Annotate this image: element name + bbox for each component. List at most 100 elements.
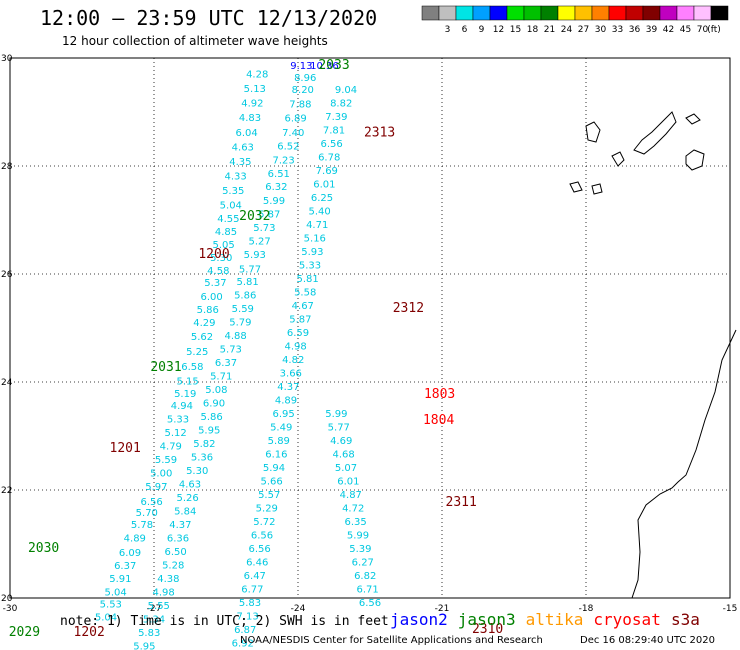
legend-label: 15: [510, 25, 521, 35]
wave-height-point: 6.52: [277, 141, 299, 152]
legend-swatch: [693, 5, 712, 21]
wave-height-point: 9.13: [290, 61, 312, 72]
wave-height-point: 5.73: [220, 344, 242, 355]
wave-height-point: 5.26: [176, 493, 198, 504]
wave-height-point: 4.63: [179, 479, 201, 490]
color-legend: 3 6 9 12 15 18 21 24 27 30 33 36 39 42 45 70(ft): [421, 5, 729, 35]
pass-time-label: 2032: [239, 209, 270, 224]
wave-height-point: 6.56: [320, 139, 342, 150]
legend-label: 39: [646, 25, 658, 35]
wave-height-point: 5.77: [239, 264, 261, 275]
wave-height-point: 6.32: [265, 182, 287, 193]
wave-height-point: 6.51: [268, 169, 290, 180]
wave-height-point: 4.85: [215, 227, 237, 238]
wave-height-point: 5.81: [296, 274, 318, 285]
legend-swatch: [455, 5, 474, 21]
legend-label: 45: [680, 25, 691, 35]
wave-height-point: 5.99: [263, 196, 285, 207]
legend-swatch: [574, 5, 593, 21]
wave-height-point: 5.99: [325, 409, 347, 420]
x-tick-label: -15: [723, 604, 738, 614]
wave-height-point: 5.79: [229, 317, 251, 328]
wave-height-point: 6.00: [200, 292, 222, 303]
legend-swatch: [540, 5, 559, 21]
wave-height-point: 4.63: [232, 142, 254, 153]
wave-height-point: 4.55: [217, 214, 239, 225]
pass-time-label: 2031: [150, 360, 181, 375]
wave-height-point: 5.93: [244, 250, 266, 261]
wave-height-point: 5.82: [193, 439, 215, 450]
wave-height-point: 7.39: [325, 112, 347, 123]
wave-height-point: 4.92: [241, 99, 263, 110]
satellite-key-jason2: jason2: [390, 610, 448, 629]
wave-height-point: 7.23: [272, 155, 294, 166]
wave-height-point: 4.83: [239, 113, 261, 124]
wave-height-point: 6.01: [313, 180, 335, 191]
legend-swatch: [523, 5, 542, 21]
wave-height-point: 9.04: [335, 85, 357, 96]
wave-height-point: 6.27: [352, 558, 374, 569]
legend-swatch: [472, 5, 491, 21]
wave-height-point: 4.29: [193, 318, 215, 329]
pass-time-label: 1804: [423, 413, 454, 428]
y-tick-label: 30: [1, 54, 13, 64]
legend-swatch: [489, 5, 508, 21]
wave-height-point: 5.35: [222, 186, 244, 197]
wave-height-point: 5.57: [258, 490, 280, 501]
coastline: [569, 111, 737, 599]
wave-height-point: 6.77: [241, 585, 263, 596]
wave-height-point: 8.82: [330, 99, 352, 110]
wave-height-point: 5.59: [155, 455, 177, 466]
wave-height-point: 5.62: [191, 332, 213, 343]
wave-height-point: 6.16: [265, 450, 287, 461]
wave-height-point: 5.25: [186, 347, 208, 358]
wave-height-point: 7.69: [316, 166, 338, 177]
legend-swatch: [557, 5, 576, 21]
wave-height-point: 6.09: [119, 548, 141, 559]
wave-height-point: 5.34: [143, 614, 165, 625]
wave-height-point: 5.87: [289, 315, 311, 326]
wave-height-point: 6.87: [234, 625, 256, 636]
pass-time-label: 1200: [198, 247, 229, 262]
wave-height-point: 5.29: [256, 504, 278, 515]
wave-height-point: 7.40: [282, 128, 304, 139]
wave-height-point: 5.71: [210, 371, 232, 382]
pass-time-label: 2030: [28, 541, 59, 556]
wave-height-point: 10.36: [310, 61, 339, 72]
wave-height-point: 4.71: [306, 220, 328, 231]
wave-height-point: 6.50: [164, 547, 186, 558]
wave-height-point: 4.58: [207, 266, 229, 277]
page-title: 12:00 – 23:59 UTC 12/13/2020: [40, 6, 377, 30]
wave-height-point: 8.20: [292, 85, 314, 96]
wave-height-point: 5.95: [133, 641, 155, 650]
wave-height-point: 5.66: [260, 477, 282, 488]
wave-height-point: 5.16: [304, 234, 326, 245]
wave-height-point: 4.68: [332, 450, 354, 461]
wave-height-point: 6.59: [287, 328, 309, 339]
wave-height-point: 5.70: [136, 508, 158, 519]
wave-height-point: 5.55: [148, 601, 170, 612]
wave-height-point: 6.37: [215, 358, 237, 369]
wave-height-point: 5.86: [197, 305, 219, 316]
x-tick-label: -21: [435, 604, 450, 614]
legend-swatch: [608, 5, 627, 21]
satellite-key-cryosat: cryosat: [593, 610, 660, 629]
legend-label: 42: [663, 25, 674, 35]
wave-height-point: 5.87: [258, 209, 280, 220]
wave-height-point: 6.71: [356, 585, 378, 596]
wave-height-point: 4.37: [277, 382, 299, 393]
wave-height-point: 5.15: [176, 377, 198, 388]
wave-height-point: 5.86: [234, 290, 256, 301]
wave-height-point: 6.95: [272, 409, 294, 420]
satellite-key-s3a: s3a: [671, 610, 700, 629]
legend-swatch: [625, 5, 644, 21]
legend-swatch: [642, 5, 661, 21]
pass-time-label: 2310: [472, 622, 503, 637]
wave-height-point: 6.01: [337, 477, 359, 488]
legend-swatch: [421, 5, 440, 21]
wave-height-point: 5.77: [328, 423, 350, 434]
wave-height-point: 6.04: [236, 128, 258, 139]
y-tick-label: 20: [1, 594, 13, 604]
